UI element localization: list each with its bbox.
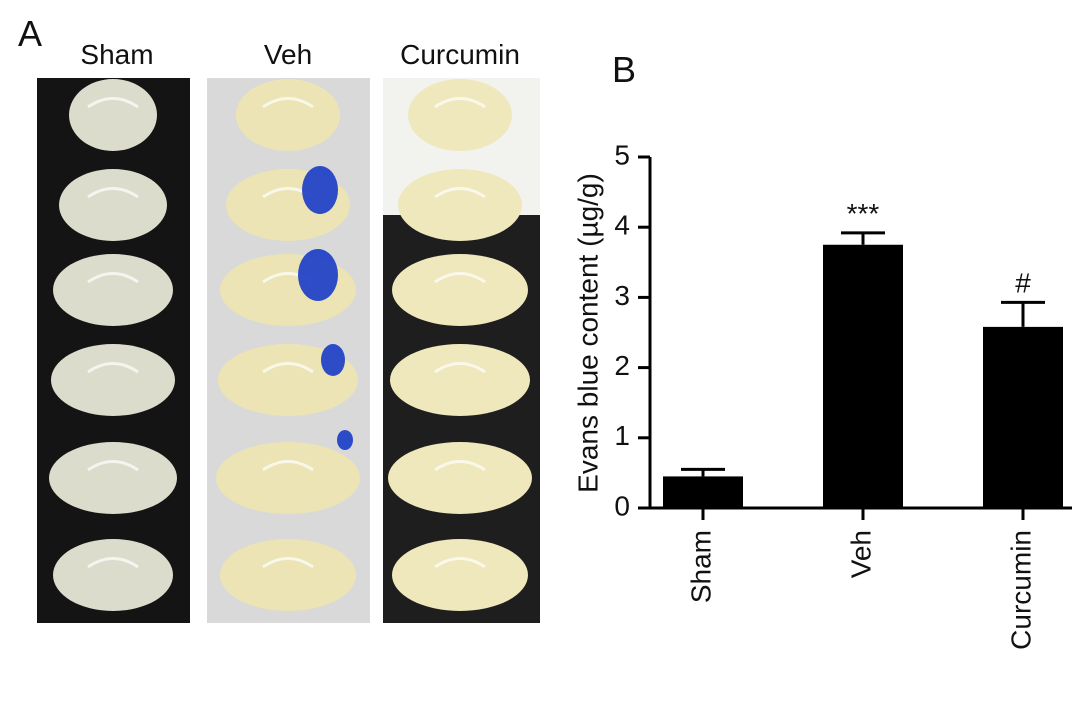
y-axis-label: Evans blue content (µg/g): [572, 173, 603, 493]
panel-label: A: [18, 13, 42, 54]
slice-detail: [87, 272, 139, 284]
slice-detail: [434, 97, 486, 109]
column-label: Sham: [80, 39, 153, 70]
brain-slice: [216, 442, 360, 514]
slice-detail: [262, 460, 314, 472]
y-tick-label: 1: [614, 420, 630, 451]
slice-detail: [87, 557, 139, 569]
slice-detail: [434, 272, 486, 284]
slice-detail: [262, 362, 314, 374]
brain-slice: [408, 79, 512, 151]
x-tick-label: Veh: [845, 530, 876, 578]
slice-detail: [87, 460, 139, 472]
bar: [983, 326, 1063, 508]
x-tick-label: Curcumin: [1005, 530, 1036, 650]
slice-detail: [434, 460, 486, 472]
slice-detail: [434, 362, 486, 374]
brain-slice: [69, 79, 157, 151]
dye-stain: [321, 344, 345, 376]
brain-slice: [220, 539, 356, 611]
brain-slice: [236, 79, 340, 151]
brain-slices: [49, 79, 532, 611]
dye-stain: [298, 249, 338, 301]
slice-detail: [87, 187, 139, 199]
brain-slice: [53, 539, 173, 611]
brain-slice: [392, 254, 528, 326]
brain-slice: [390, 344, 530, 416]
brain-slice: [51, 344, 175, 416]
y-tick-label: 4: [614, 210, 630, 241]
y-tick-label: 3: [614, 280, 630, 311]
y-tick-label: 5: [614, 139, 630, 170]
slice-detail: [262, 557, 314, 569]
significance-label: #: [1015, 267, 1031, 298]
brain-slice: [398, 169, 522, 241]
bar: [663, 476, 743, 508]
y-tick-label: 2: [614, 350, 630, 381]
brain-slice: [59, 169, 167, 241]
slice-detail: [434, 187, 486, 199]
slice-detail: [87, 97, 139, 109]
column-label: Curcumin: [400, 39, 520, 70]
significance-label: ***: [847, 198, 880, 229]
slice-detail: [434, 557, 486, 569]
y-tick-label: 0: [614, 490, 630, 521]
dye-stain: [337, 430, 353, 450]
panel-label: B: [612, 49, 636, 90]
bar-chart: B Evans blue content (µg/g) 0 1 2 3 4 5 Sham Ve…: [572, 49, 1072, 650]
bar: [823, 244, 903, 508]
brain-slice: [388, 442, 532, 514]
x-tick-label: Sham: [685, 530, 716, 603]
photo-panel: A Sham Veh Curcumin: [18, 13, 540, 623]
dye-stain: [302, 166, 338, 214]
slice-detail: [262, 97, 314, 109]
slice-detail: [87, 362, 139, 374]
brain-slice: [392, 539, 528, 611]
brain-slice: [49, 442, 177, 514]
brain-slice: [53, 254, 173, 326]
column-label: Veh: [264, 39, 312, 70]
